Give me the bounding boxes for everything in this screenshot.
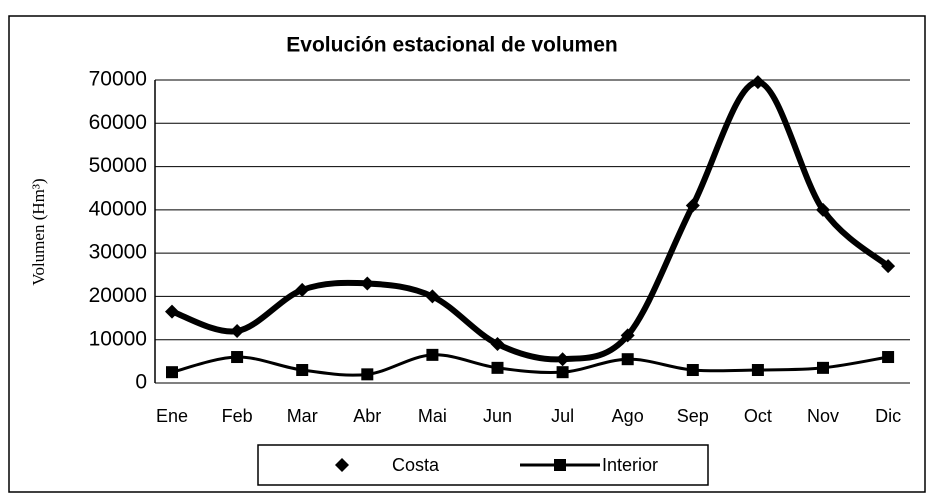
x-tick-label: Ago: [612, 406, 644, 426]
legend-label: Costa: [392, 455, 440, 475]
y-tick-label: 40000: [89, 197, 147, 220]
x-tick-label: Abr: [353, 406, 381, 426]
point-marker: [816, 202, 830, 217]
y-tick-label: 60000: [89, 111, 147, 134]
x-tick-label: Nov: [807, 406, 839, 426]
point-marker: [361, 368, 374, 381]
point-marker: [165, 304, 179, 319]
y-tick-label: 20000: [89, 284, 147, 307]
y-tick-label: 0: [135, 371, 147, 394]
point-marker: [230, 324, 245, 339]
point-marker: [296, 364, 309, 377]
point-marker: [360, 276, 375, 291]
legend-label: Interior: [602, 455, 658, 475]
y-axis-label: Volumen (Hm³): [29, 178, 48, 285]
point-marker: [751, 364, 764, 377]
x-tick-label: Dic: [875, 406, 901, 426]
y-tick-label: 50000: [89, 154, 147, 177]
legend-marker: [335, 458, 349, 472]
y-tick-label: 70000: [89, 68, 147, 91]
series-line: [171, 353, 889, 377]
point-marker: [882, 351, 895, 364]
point-marker: [426, 348, 439, 361]
point-marker: [166, 366, 178, 379]
point-marker: [685, 198, 700, 213]
point-marker: [686, 364, 699, 377]
point-marker: [556, 366, 569, 379]
x-tick-label: Jul: [551, 406, 574, 426]
point-marker: [750, 75, 765, 90]
point-marker: [295, 282, 310, 297]
point-marker: [491, 361, 504, 374]
x-tick-label: Feb: [222, 406, 253, 426]
y-tick-label: 10000: [89, 327, 147, 350]
x-tick-label: Mai: [418, 406, 447, 426]
legend-box: [257, 444, 709, 486]
point-marker: [621, 353, 634, 366]
point-marker: [231, 351, 244, 364]
x-tick-label: Oct: [744, 406, 772, 426]
point-marker: [881, 259, 896, 274]
point-marker: [817, 361, 829, 374]
point-marker: [490, 337, 505, 352]
point-marker: [555, 352, 570, 367]
legend-marker: [554, 459, 566, 471]
point-marker: [425, 289, 440, 304]
x-tick-label: Sep: [677, 406, 709, 426]
x-tick-label: Jun: [483, 406, 512, 426]
x-tick-label: Ene: [156, 406, 188, 426]
x-tick-label: Mar: [287, 406, 318, 426]
point-marker: [620, 328, 635, 343]
chart-title: Evolución estacional de volumen: [286, 34, 617, 57]
y-tick-label: 30000: [89, 241, 147, 264]
